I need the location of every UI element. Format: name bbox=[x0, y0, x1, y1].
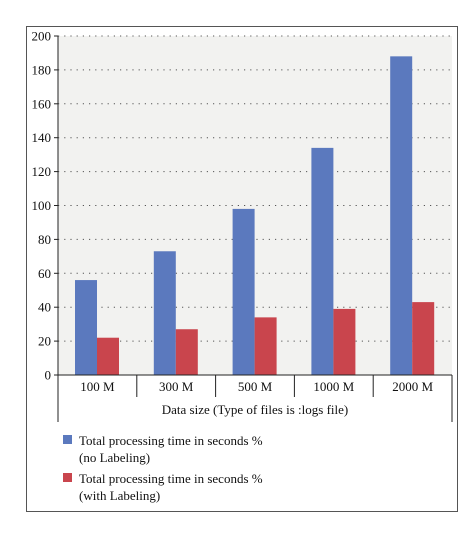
x-axis-label: Data size (Type of files is :logs file) bbox=[162, 402, 348, 417]
legend-swatch-series-1 bbox=[63, 435, 72, 444]
x-tick-label: 100 M bbox=[80, 379, 115, 394]
bar-series-2 bbox=[175, 329, 198, 375]
x-tick-label: 1000 M bbox=[313, 379, 354, 394]
bar-series-2 bbox=[333, 308, 356, 375]
y-tick-label: 140 bbox=[32, 130, 52, 145]
y-tick-label: 20 bbox=[38, 334, 51, 349]
legend-swatch-series-2 bbox=[63, 473, 72, 482]
y-tick-label: 180 bbox=[32, 62, 52, 77]
legend-label-series-2: (with Labeling) bbox=[79, 488, 160, 503]
bar-series-1 bbox=[75, 280, 97, 375]
bars bbox=[75, 56, 435, 376]
legend-label-series-1: (no Labeling) bbox=[79, 450, 150, 465]
bar-series-2 bbox=[254, 317, 277, 375]
x-tick-label: 2000 M bbox=[392, 379, 433, 394]
figure-frame bbox=[26, 26, 458, 512]
y-tick-label: 100 bbox=[32, 198, 52, 213]
bar-series-1 bbox=[232, 208, 255, 375]
y-tick-labels: 0 20 40 60 80 100 120 140 160 180 200 bbox=[32, 29, 52, 383]
legend-label-series-1: Total processing time in seconds % bbox=[79, 433, 263, 448]
bar-series-2 bbox=[97, 337, 119, 375]
bar-series-1 bbox=[311, 147, 334, 375]
legend: Total processing time in seconds % (no La… bbox=[63, 433, 263, 503]
y-tick-label: 120 bbox=[32, 164, 52, 179]
x-tick-label: 500 M bbox=[238, 379, 273, 394]
y-tick-label: 0 bbox=[45, 368, 52, 383]
y-tick-label: 200 bbox=[32, 29, 52, 44]
bar-series-1 bbox=[390, 56, 413, 376]
legend-label-series-2: Total processing time in seconds % bbox=[79, 471, 263, 486]
axes bbox=[54, 35, 453, 422]
bar-series-1 bbox=[153, 251, 176, 375]
y-tick-label: 160 bbox=[32, 96, 52, 111]
bar-series-2 bbox=[412, 302, 435, 375]
y-tick-label: 60 bbox=[38, 266, 51, 281]
y-tick-label: 40 bbox=[38, 300, 51, 315]
y-tick-label: 80 bbox=[38, 232, 51, 247]
x-tick-label: 300 M bbox=[159, 379, 194, 394]
x-tick-labels: 100 M 300 M 500 M 1000 M 2000 M bbox=[80, 379, 433, 394]
